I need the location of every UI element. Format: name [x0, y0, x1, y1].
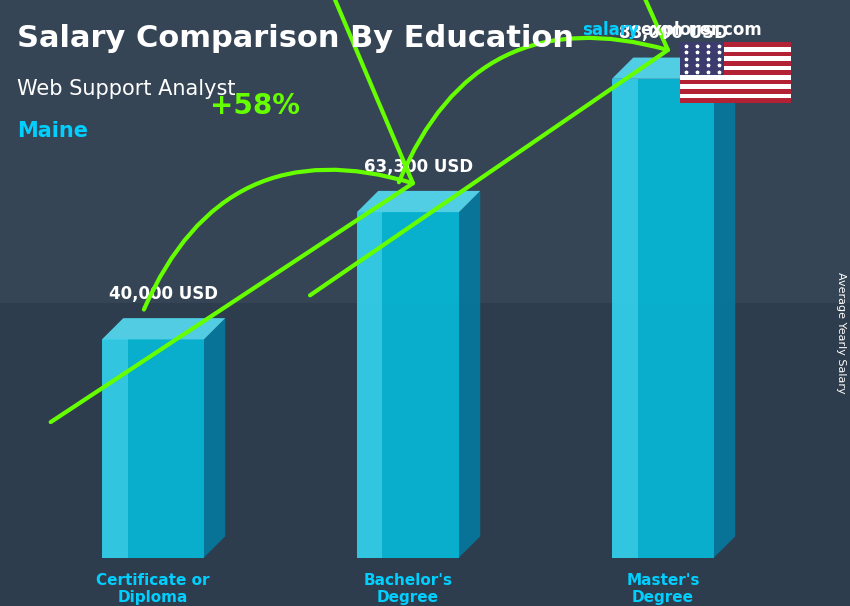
- Polygon shape: [102, 318, 225, 339]
- Text: 88,000 USD: 88,000 USD: [619, 24, 728, 42]
- Polygon shape: [612, 58, 735, 79]
- Bar: [680, 89, 790, 94]
- Bar: [680, 42, 790, 103]
- Text: Certificate or
Diploma: Certificate or Diploma: [96, 573, 210, 605]
- Bar: [680, 42, 790, 47]
- Polygon shape: [357, 191, 480, 212]
- FancyArrowPatch shape: [51, 0, 413, 422]
- Bar: [680, 42, 724, 75]
- Polygon shape: [102, 339, 204, 558]
- Polygon shape: [357, 212, 382, 558]
- Polygon shape: [612, 79, 638, 558]
- FancyArrowPatch shape: [310, 0, 668, 295]
- Polygon shape: [612, 79, 714, 558]
- Text: Bachelor's
Degree: Bachelor's Degree: [364, 573, 452, 605]
- Text: Master's
Degree: Master's Degree: [626, 573, 700, 605]
- Text: Salary Comparison By Education: Salary Comparison By Education: [17, 24, 574, 53]
- Polygon shape: [459, 191, 480, 558]
- Text: 40,000 USD: 40,000 USD: [109, 285, 218, 303]
- Polygon shape: [204, 318, 225, 558]
- Bar: [680, 80, 790, 84]
- Text: Maine: Maine: [17, 121, 88, 141]
- Bar: [680, 70, 790, 75]
- Bar: [0, 0, 850, 303]
- Bar: [680, 52, 790, 56]
- Polygon shape: [714, 58, 735, 558]
- Text: salary: salary: [582, 21, 639, 39]
- Text: explorer.com: explorer.com: [640, 21, 762, 39]
- Text: 63,300 USD: 63,300 USD: [364, 158, 473, 176]
- Polygon shape: [102, 339, 128, 558]
- Polygon shape: [357, 212, 459, 558]
- Text: Web Support Analyst: Web Support Analyst: [17, 79, 235, 99]
- Text: +58%: +58%: [210, 92, 300, 120]
- Bar: [680, 98, 790, 103]
- Bar: [680, 61, 790, 65]
- Text: Average Yearly Salary: Average Yearly Salary: [836, 273, 846, 394]
